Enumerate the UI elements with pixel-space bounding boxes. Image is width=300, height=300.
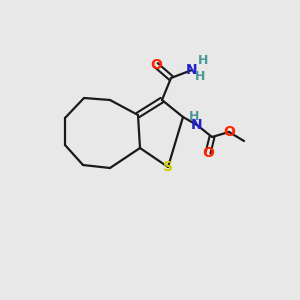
Text: O: O (202, 146, 214, 160)
Text: H: H (195, 70, 205, 83)
Text: O: O (150, 58, 162, 72)
Text: S: S (163, 160, 173, 174)
Text: H: H (189, 110, 199, 122)
Text: O: O (223, 125, 235, 139)
Text: H: H (198, 53, 208, 67)
Text: N: N (186, 63, 198, 77)
Text: N: N (191, 118, 203, 132)
